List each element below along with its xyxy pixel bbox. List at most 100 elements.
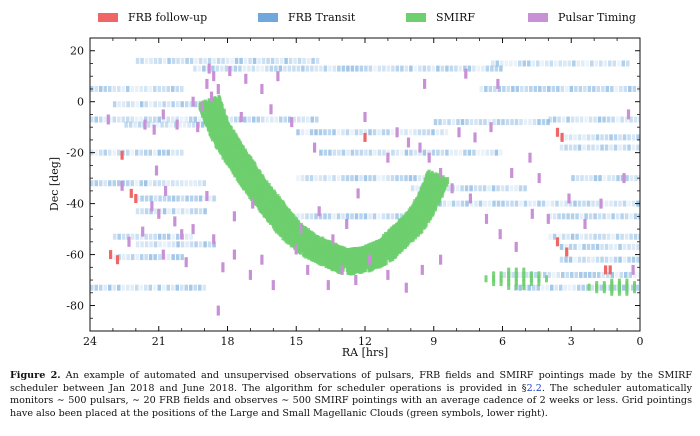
frb-transit-point [624, 116, 629, 123]
frb-transit-point [332, 213, 336, 220]
smirf-point [446, 177, 450, 184]
frb-transit-point [395, 213, 399, 220]
frb-transit-point [505, 119, 510, 126]
frb-transit-point [350, 175, 354, 182]
frb-transit-point [377, 65, 382, 72]
frb-transit-point [490, 149, 494, 156]
frb-transit-point [386, 149, 391, 156]
frb-transit-point [135, 254, 139, 261]
frb-transit-point [548, 116, 552, 123]
frb-transit-point [620, 233, 624, 240]
smirf-magellanic-point [648, 284, 651, 291]
frb-transit-point [270, 116, 274, 123]
pulsar-timing-point [232, 249, 236, 260]
frb-transit-point [137, 121, 142, 128]
frb-transit-point [373, 65, 377, 72]
frb-transit-point [597, 116, 602, 123]
frb-transit-point [549, 284, 554, 291]
frb-transit-point [593, 233, 597, 240]
frb-transit-point [166, 233, 171, 240]
frb-transit-point [506, 85, 511, 92]
frb-transit-point [117, 149, 121, 156]
x-tick-label: 15 [289, 335, 303, 348]
frb-transit-track [135, 208, 207, 215]
frb-transit-point [626, 60, 630, 67]
frb-transit-point [577, 200, 582, 207]
frb-transit-point [144, 241, 149, 248]
frb-transit-point [581, 284, 585, 291]
frb-transit-point [336, 175, 341, 182]
frb-transit-point [532, 200, 537, 207]
frb-transit-point [135, 284, 139, 291]
frb-transit-point [586, 256, 591, 263]
frb-transit-point [180, 149, 184, 156]
frb-transit-point [315, 116, 319, 123]
section-reference-link[interactable]: 2.2 [526, 382, 542, 394]
frb-transit-track [193, 65, 503, 72]
frb-transit-point [597, 233, 602, 240]
smirf-point [262, 210, 266, 218]
frb-transit-point [230, 57, 234, 64]
frb-transit-point [588, 116, 593, 123]
frb-transit-point [409, 149, 413, 156]
frb-transit-point [99, 85, 103, 92]
frb-transit-point [490, 65, 494, 72]
frb-transit-point [561, 116, 566, 123]
frb-transit-point [611, 116, 615, 123]
pulsar-timing-point [489, 122, 493, 133]
frb-transit-point [180, 116, 184, 123]
frb-transit-point [547, 85, 551, 92]
frb-transit-point [615, 271, 619, 278]
frb-transit-point [323, 149, 328, 156]
legend: FRB follow-up FRB Transit SMIRF Pulsar Timi… [98, 11, 636, 24]
frb-transit-point [144, 195, 149, 202]
frb-transit-point [630, 284, 635, 291]
frb-transit-point [559, 243, 564, 250]
frb-followup-point [604, 265, 608, 275]
frb-transit-point [126, 284, 130, 291]
frb-transit-point [189, 180, 193, 187]
frb-transit-point [514, 119, 519, 126]
frb-transit-point [566, 213, 570, 220]
frb-transit-point [354, 129, 359, 136]
smirf-magellanic-point [633, 286, 636, 294]
frb-transit-point [431, 65, 436, 72]
frb-transit-point [534, 271, 538, 278]
frb-transit-point [552, 116, 557, 123]
frb-transit-point [390, 175, 395, 182]
pulsar-timing-point [127, 236, 131, 247]
frb-transit-point [166, 85, 170, 92]
frb-transit-track [571, 175, 640, 182]
frb-transit-point [314, 129, 318, 136]
frb-transit-point [297, 57, 302, 64]
frb-transit-point [355, 65, 359, 72]
frb-transit-point [148, 254, 153, 261]
smirf-point [233, 170, 237, 178]
frb-transit-point [288, 57, 293, 64]
frb-transit-point [260, 65, 265, 72]
smirf-point [210, 134, 214, 142]
frb-transit-point [323, 65, 328, 72]
frb-transit-track [548, 116, 640, 123]
frb-transit-point [595, 243, 600, 250]
smirf-point [282, 228, 286, 236]
frb-transit-point [633, 116, 638, 123]
frb-transit-point [479, 85, 484, 92]
frb-transit-point [126, 85, 130, 92]
frb-transit-point [483, 119, 487, 126]
pulsar-timing-point [354, 275, 358, 285]
frb-transit-point [185, 195, 189, 202]
frb-transit-point [536, 60, 540, 67]
frb-transit-point [568, 200, 573, 207]
frb-transit-point [590, 284, 594, 291]
frb-transit-point [585, 60, 590, 67]
frb-transit-point [171, 180, 175, 187]
frb-transit-point [624, 233, 629, 240]
frb-transit-point [319, 149, 323, 156]
frb-transit-point [126, 180, 130, 187]
frb-transit-point [117, 254, 121, 261]
frb-transit-point [121, 85, 125, 92]
frb-transit-point [166, 180, 170, 187]
frb-followup-point [363, 132, 367, 142]
pulsar-timing-point [537, 173, 541, 184]
